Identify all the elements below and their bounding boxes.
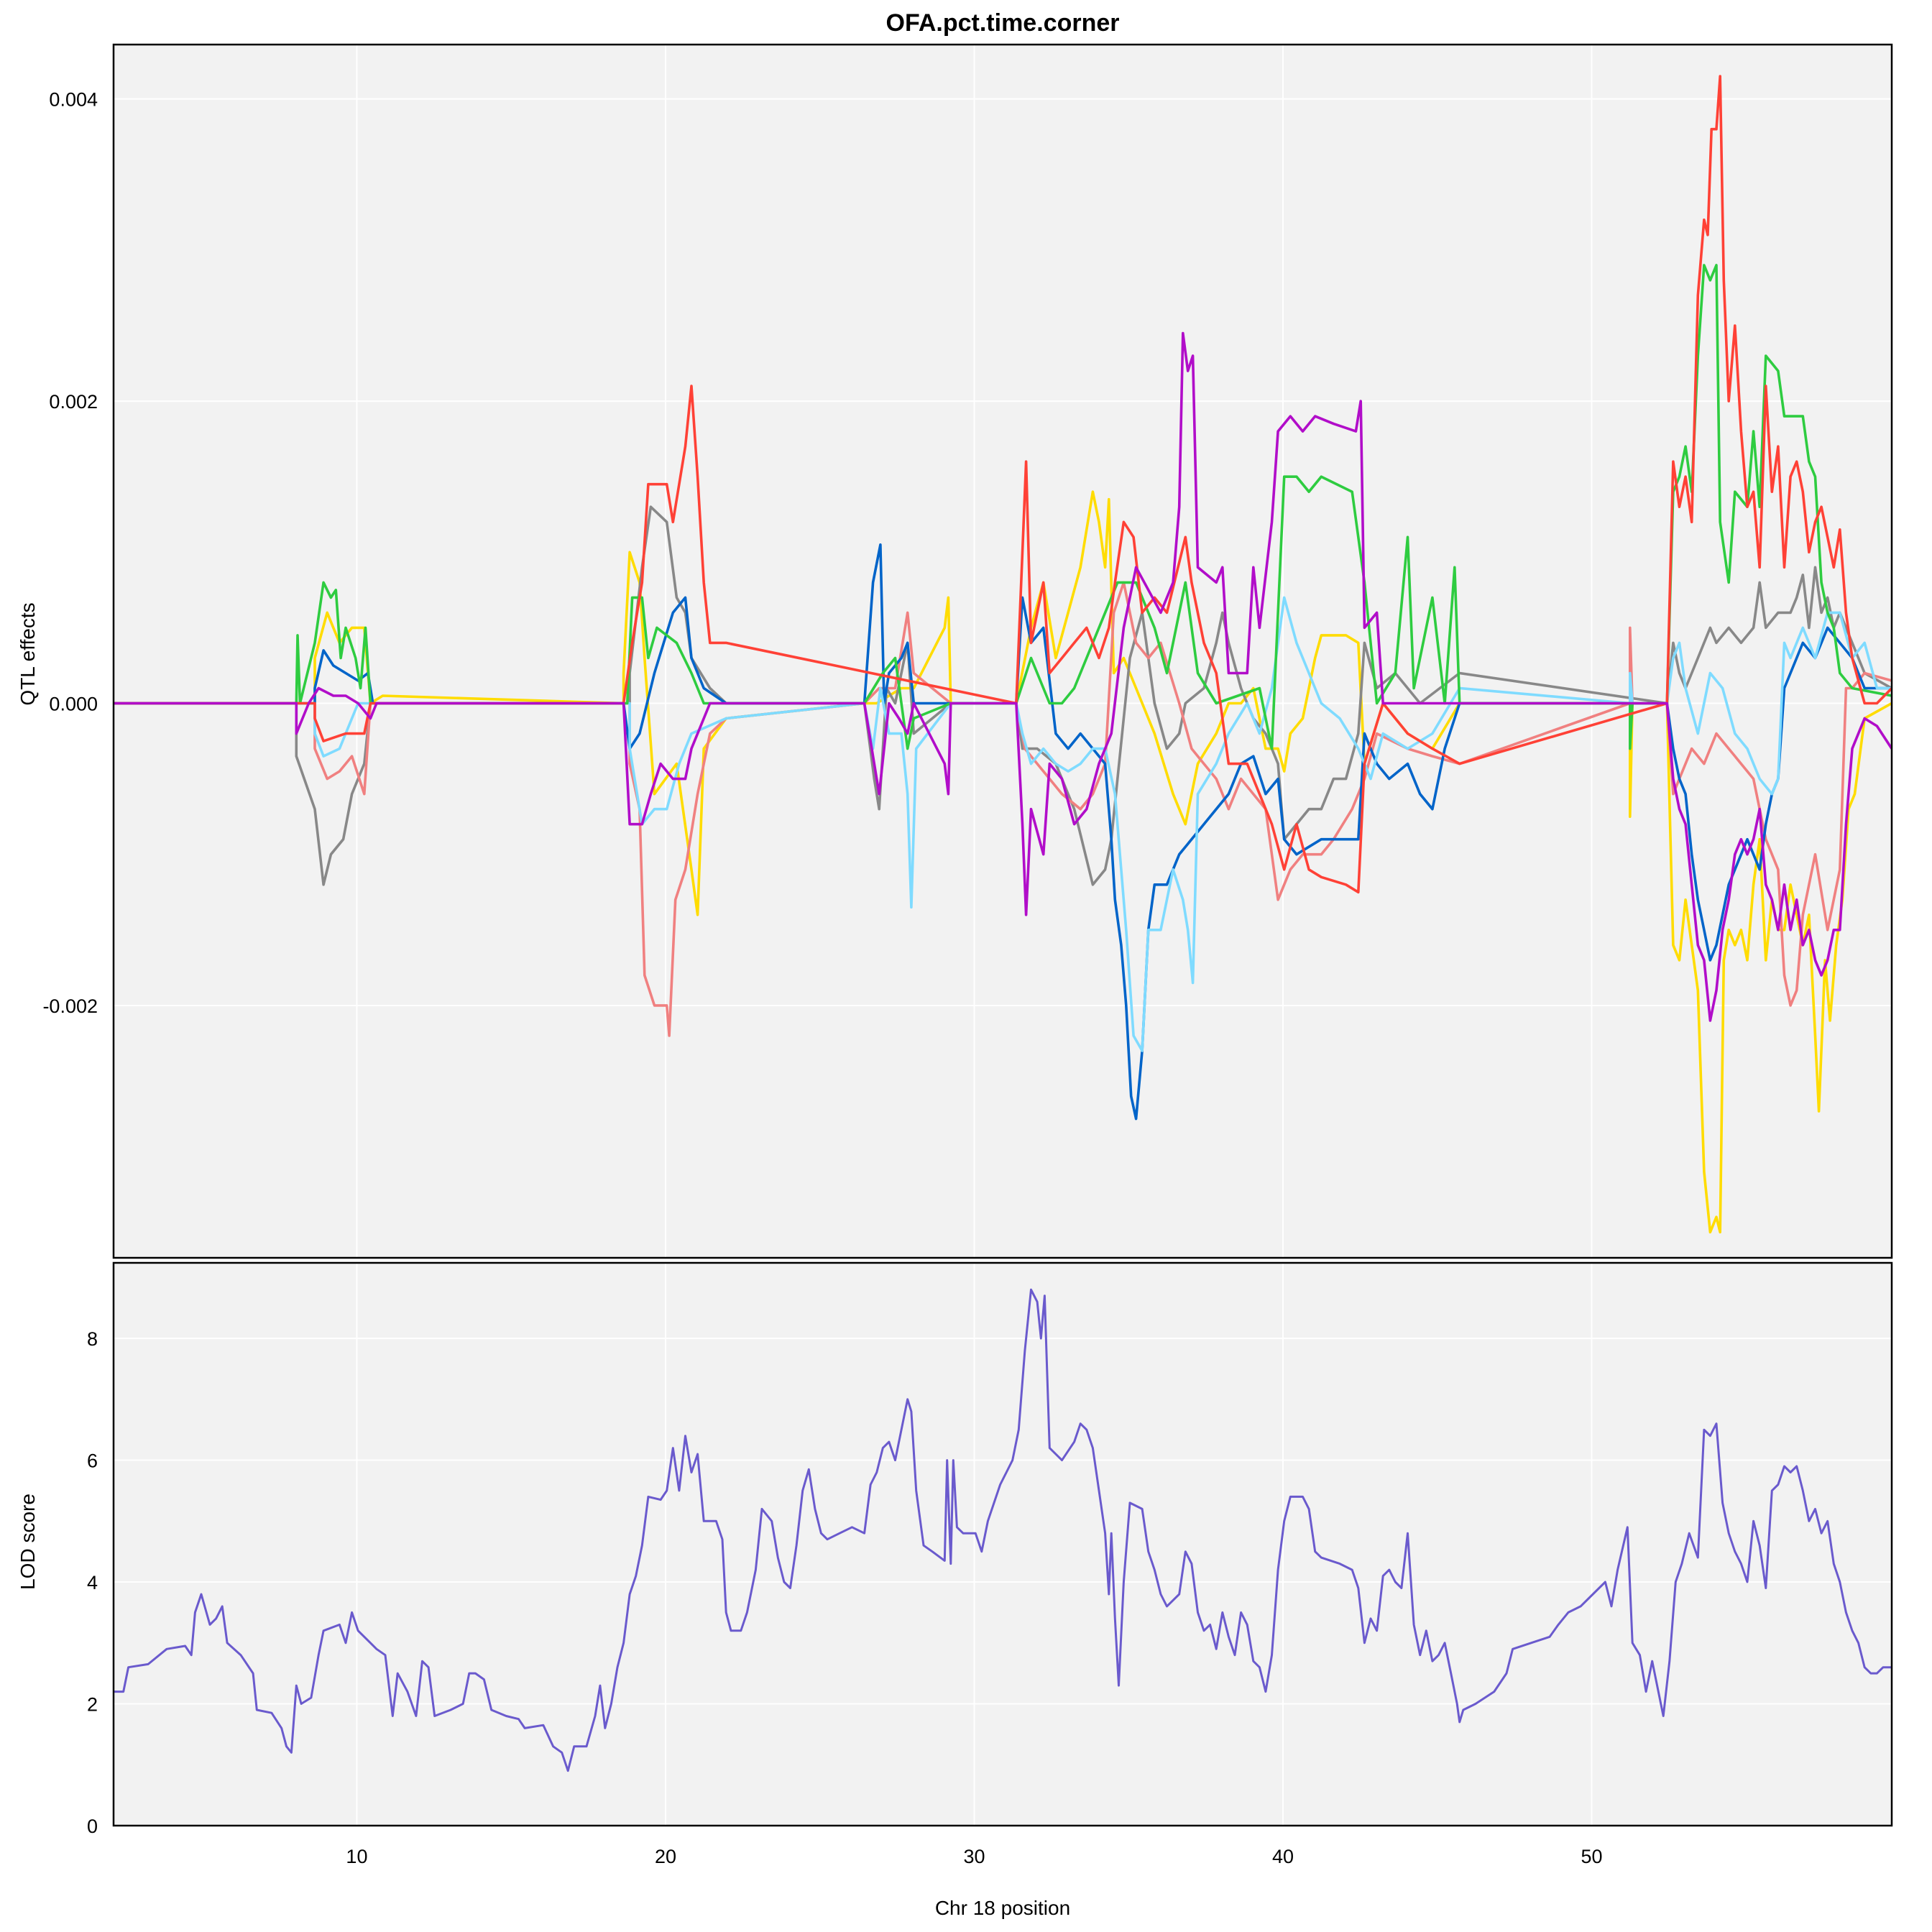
effect-line-2 xyxy=(114,581,1892,1037)
y-tick-label: 0.004 xyxy=(49,89,98,111)
y-tick-label: 2 xyxy=(87,1694,98,1716)
effects-panel: 0.004 0.002 0.000 -0.002 xyxy=(42,43,1893,1259)
x-tick-label: 50 xyxy=(1581,1846,1602,1867)
effect-line-0 xyxy=(114,490,1892,1234)
y-tick-label: 6 xyxy=(87,1450,98,1472)
x-tick-label: 40 xyxy=(1272,1846,1294,1867)
panel-border xyxy=(112,43,1893,1259)
x-tick-label: 10 xyxy=(346,1846,367,1867)
y-tick-label: 0.002 xyxy=(49,391,98,413)
effect-line-6 xyxy=(114,75,1892,894)
x-tick-label: 20 xyxy=(655,1846,676,1867)
panel-background xyxy=(114,45,1892,1258)
x-tick-label: 30 xyxy=(963,1846,985,1867)
effect-line-3 xyxy=(114,543,1892,1121)
chart-title: OFA.pct.time.corner xyxy=(886,9,1120,37)
effect-line-7 xyxy=(114,331,1892,1022)
lod-line-0 xyxy=(114,1288,1892,1772)
effect-line-4 xyxy=(114,596,1892,1052)
effect-line-1 xyxy=(114,505,1892,886)
y-axis-label-effects: QTL effects xyxy=(17,602,39,705)
effect-line-5 xyxy=(114,264,1892,750)
y-tick-label: 0.000 xyxy=(49,694,98,715)
panel-background xyxy=(114,1263,1892,1826)
lod-panel: 10 20 30 40 50 0 2 4 6 8 xyxy=(87,1261,1893,1867)
y-tick-label: -0.002 xyxy=(42,995,98,1017)
y-tick-label: 0 xyxy=(87,1816,98,1837)
x-axis-label: Chr 18 position xyxy=(935,1897,1070,1919)
y-tick-label: 8 xyxy=(87,1328,98,1350)
y-tick-label: 4 xyxy=(87,1572,98,1593)
y-axis-label-lod: LOD score xyxy=(17,1494,39,1590)
panel-border xyxy=(112,1261,1893,1827)
